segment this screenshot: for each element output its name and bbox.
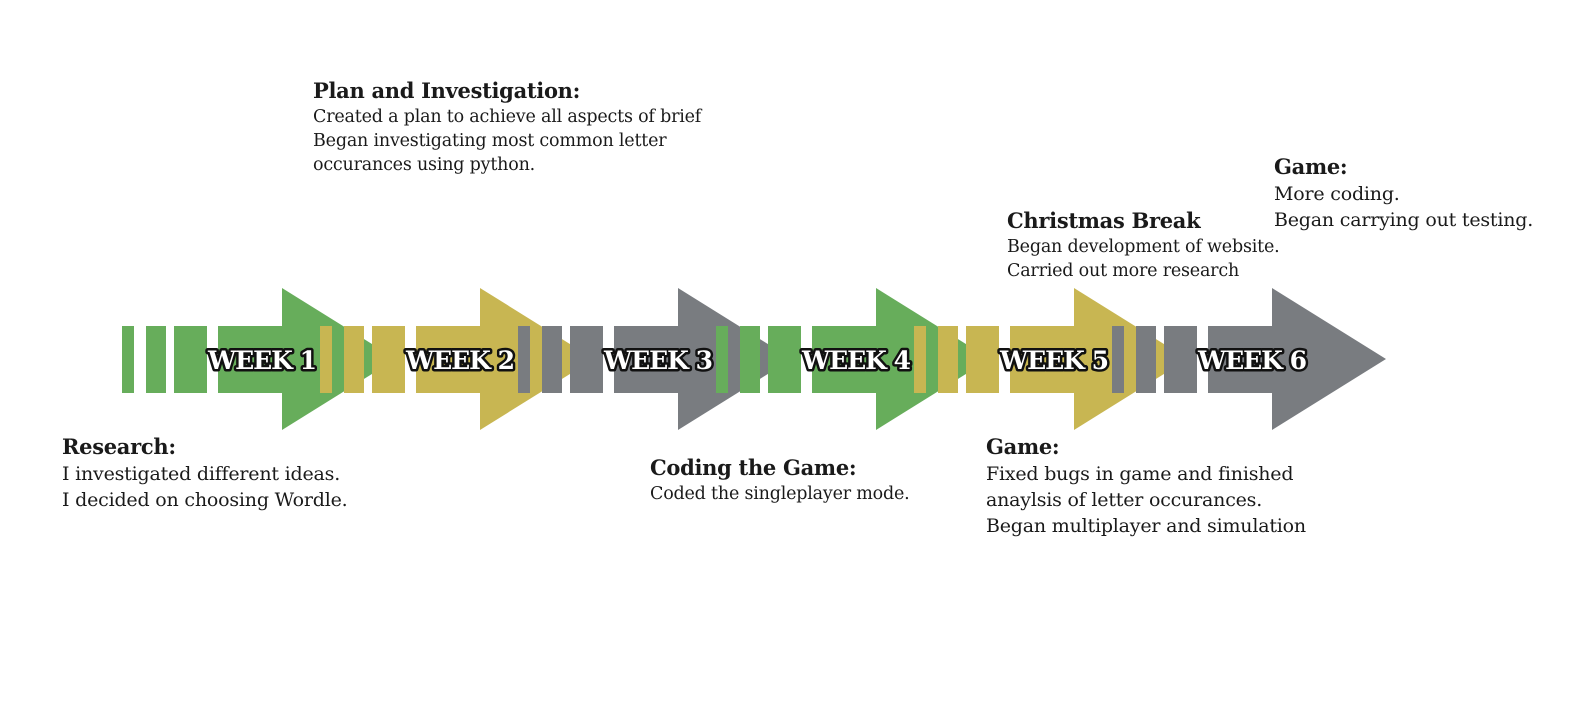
week-label-1: WEEK 1	[207, 346, 316, 375]
week-label-4: WEEK 4	[801, 346, 911, 375]
note-game-bugs-line: Began multiplayer and simulation	[986, 515, 1306, 537]
arrow-stripe	[320, 326, 332, 393]
arrow-stripe	[174, 326, 207, 393]
note-plan-title: Plan and Investigation:	[313, 78, 581, 103]
arrow-stripe	[146, 326, 166, 393]
note-game-testing-line: Began carrying out testing.	[1274, 209, 1534, 231]
arrow-stripe	[122, 326, 134, 393]
arrow-stripe	[938, 326, 958, 393]
timeline-arrow-6	[1208, 288, 1386, 430]
note-christmas-title: Christmas Break	[1007, 208, 1201, 233]
arrow-stripe	[768, 326, 801, 393]
note-christmas-line: Began development of website.	[1007, 237, 1280, 257]
arrow-stripe	[1136, 326, 1156, 393]
timeline-arrow-2	[416, 288, 594, 430]
arrow-stripe	[344, 326, 364, 393]
timeline-arrow-1	[218, 288, 396, 430]
note-research-title: Research:	[62, 434, 176, 459]
arrow-stripe	[570, 326, 603, 393]
arrow-stripe	[542, 326, 562, 393]
note-research-line: I decided on choosing Wordle.	[62, 489, 348, 511]
arrow-stripe	[372, 326, 405, 393]
timeline-arrow-4	[812, 288, 990, 430]
arrow-stripe	[716, 326, 728, 393]
note-research: Research: I investigated different ideas…	[62, 434, 348, 513]
note-game-bugs-line: Fixed bugs in game and finished	[986, 463, 1294, 485]
note-game-bugs: Game: Fixed bugs in game and finished an…	[986, 434, 1306, 539]
arrow-stripe	[1112, 326, 1124, 393]
note-coding: Coding the Game: Coded the singleplayer …	[650, 455, 910, 506]
note-plan-line: Created a plan to achieve all aspects of…	[313, 107, 702, 127]
note-coding-line: Coded the singleplayer mode.	[650, 484, 910, 504]
timeline-arrow-3	[614, 288, 792, 430]
note-plan-line: Began investigating most common letter	[313, 131, 667, 151]
arrow-stripe	[1164, 326, 1197, 393]
note-game-bugs-line: anaylsis of letter occurances.	[986, 489, 1263, 511]
note-game-testing: Game: More coding. Began carrying out te…	[1274, 154, 1533, 233]
timeline-arrow-5	[1010, 288, 1188, 430]
arrow-stripe	[740, 326, 760, 393]
note-game-testing-line: More coding.	[1274, 183, 1400, 205]
note-christmas-line: Carried out more research	[1007, 261, 1240, 281]
week-label-6: WEEK 6	[1197, 346, 1307, 375]
week-label-5: WEEK 5	[999, 346, 1108, 375]
note-game-testing-title: Game:	[1274, 154, 1348, 179]
note-plan-line: occurances using python.	[313, 155, 536, 175]
note-game-bugs-title: Game:	[986, 434, 1060, 459]
arrow-stripe	[518, 326, 530, 393]
arrow-stripe	[914, 326, 926, 393]
week-label-3: WEEK 3	[603, 346, 712, 375]
note-coding-title: Coding the Game:	[650, 455, 857, 480]
week-label-2: WEEK 2	[405, 346, 514, 375]
note-christmas: Christmas Break Began development of web…	[1007, 208, 1280, 283]
note-plan: Plan and Investigation: Created a plan t…	[313, 78, 701, 177]
note-research-line: I investigated different ideas.	[62, 463, 341, 485]
arrow-stripe	[966, 326, 999, 393]
